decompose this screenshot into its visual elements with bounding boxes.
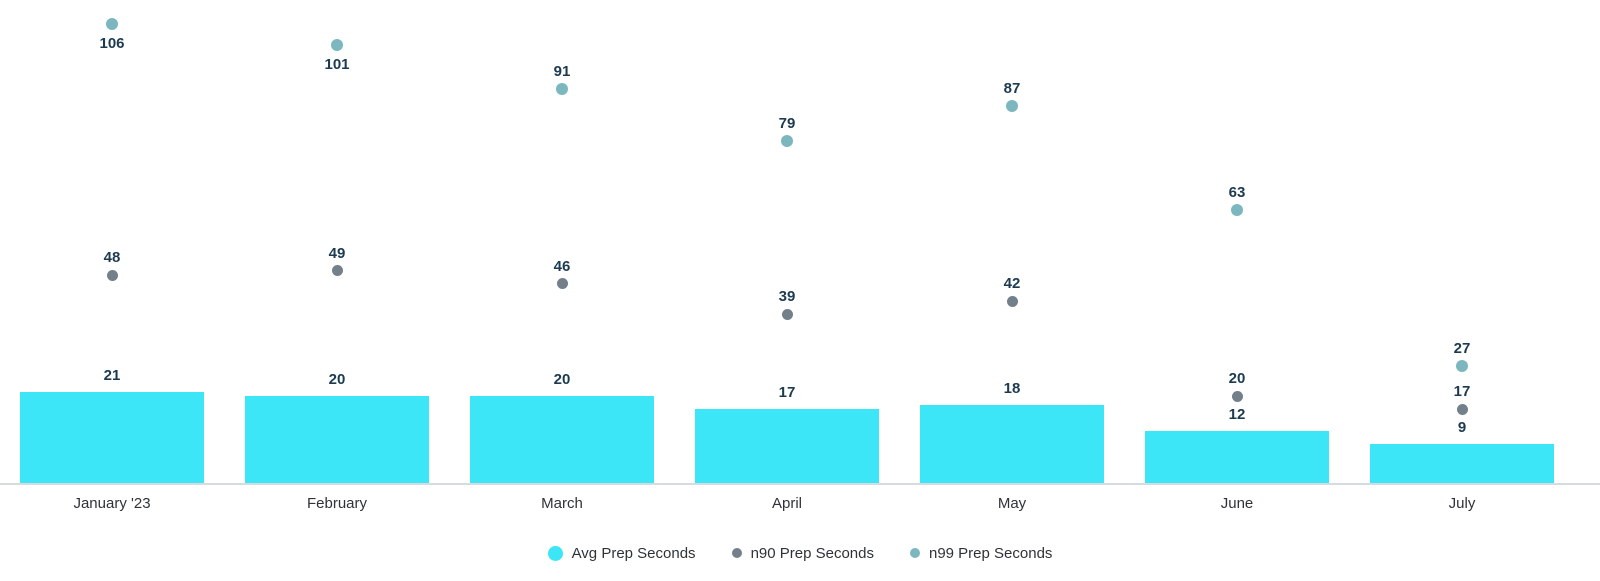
dot-n90-prep-seconds[interactable] (1231, 390, 1243, 402)
x-axis-label: March (541, 495, 583, 512)
legend-label: n99 Prep Seconds (928, 544, 1053, 562)
value-label: 20 (1228, 370, 1246, 388)
legend-item[interactable]: n90 Prep Seconds (731, 544, 874, 563)
bar-avg-prep-seconds[interactable] (470, 396, 654, 483)
bar-avg-prep-seconds[interactable] (20, 392, 204, 483)
value-label: 48 (103, 249, 121, 267)
legend-item[interactable]: n99 Prep Seconds (909, 544, 1053, 563)
x-axis-line (0, 483, 1600, 485)
value-label: 91 (553, 62, 571, 80)
dot-n90-prep-seconds[interactable] (781, 308, 793, 320)
value-label: 20 (328, 371, 346, 389)
bar-avg-prep-seconds[interactable] (695, 409, 879, 483)
legend-swatch-icon (909, 548, 920, 558)
dot-n90-prep-seconds[interactable] (331, 265, 343, 277)
legend: Avg Prep Seconds n90 Prep Seconds n99 Prep… (0, 544, 1600, 563)
value-label: 27 (1453, 340, 1471, 358)
legend-swatch-icon (731, 548, 742, 558)
value-label: 42 (1003, 275, 1021, 293)
dot-n99-prep-seconds[interactable] (1456, 360, 1468, 373)
value-label: 63 (1228, 184, 1246, 202)
bar-avg-prep-seconds[interactable] (245, 396, 429, 483)
bar-avg-prep-seconds[interactable] (1145, 431, 1329, 483)
dot-n90-prep-seconds[interactable] (1006, 295, 1018, 307)
value-label: 79 (778, 114, 796, 132)
dot-n90-prep-seconds[interactable] (1456, 403, 1468, 415)
dot-n99-prep-seconds[interactable] (781, 134, 793, 147)
legend-label: n90 Prep Seconds (750, 544, 874, 562)
value-label: 9 (1457, 419, 1467, 436)
dot-n99-prep-seconds[interactable] (1006, 100, 1018, 113)
bar-avg-prep-seconds[interactable] (920, 405, 1104, 483)
x-axis-label: February (306, 495, 368, 512)
value-label: 12 (1228, 406, 1246, 424)
x-axis-label: January '23 (73, 495, 151, 512)
value-label: 39 (778, 288, 796, 306)
dot-n99-prep-seconds[interactable] (1231, 204, 1243, 217)
value-label: 21 (103, 367, 121, 385)
value-label: 18 (1003, 380, 1021, 398)
value-label: 87 (1003, 80, 1021, 98)
value-label: 101 (324, 56, 350, 74)
dot-n99-prep-seconds[interactable] (106, 17, 118, 30)
value-label: 46 (553, 257, 571, 275)
legend-label: Avg Prep Seconds (571, 544, 696, 562)
bar-avg-prep-seconds[interactable] (1370, 444, 1554, 483)
x-axis-label: June (1220, 495, 1254, 512)
value-label: 17 (778, 384, 796, 402)
value-label: 49 (328, 244, 346, 262)
value-label: 20 (553, 371, 571, 389)
dot-n99-prep-seconds[interactable] (331, 39, 343, 52)
dot-n90-prep-seconds[interactable] (556, 278, 568, 290)
x-axis-label: May (997, 495, 1027, 512)
legend-item[interactable]: Avg Prep Seconds (547, 544, 696, 563)
dot-n99-prep-seconds[interactable] (556, 82, 568, 95)
legend-swatch-icon (547, 545, 563, 561)
x-axis-label: July (1448, 495, 1476, 512)
x-axis-label: April (771, 495, 802, 512)
value-label: 106 (99, 34, 125, 52)
dot-n90-prep-seconds[interactable] (106, 269, 118, 281)
value-label: 17 (1453, 383, 1471, 401)
